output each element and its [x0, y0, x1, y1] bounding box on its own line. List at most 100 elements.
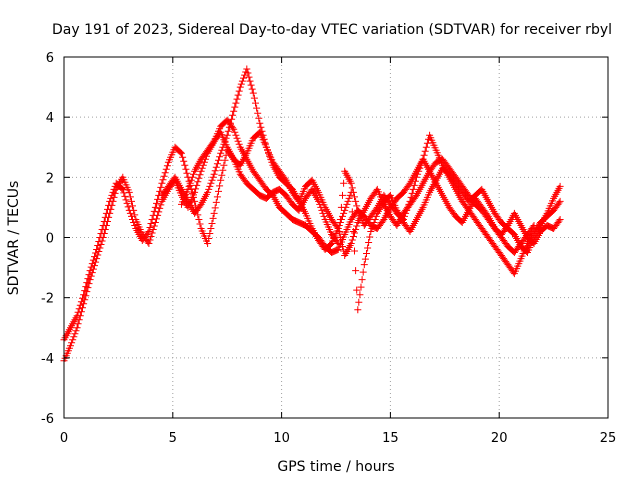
data-point: [500, 221, 503, 224]
y-tick-labels: -6 -4 -2 0 2 4 6: [41, 51, 54, 427]
data-point: [187, 176, 189, 179]
series-sat-d: [178, 128, 538, 259]
data-point: [520, 224, 522, 227]
data-point: [206, 242, 209, 245]
data-point: [232, 158, 235, 161]
data-point: [481, 209, 483, 212]
data-point: [350, 218, 353, 221]
data-point: [278, 170, 281, 173]
data-point: [161, 200, 163, 203]
data-point: [481, 188, 483, 191]
data-point: [441, 167, 444, 170]
data-point: [285, 194, 287, 197]
data-point: [167, 161, 170, 164]
data-point: [546, 212, 548, 215]
data-point: [461, 191, 464, 194]
y-axis-label: SDTVAR / TECUs: [6, 181, 22, 296]
data-point: [343, 254, 346, 257]
data-point: [363, 209, 366, 212]
data-point: [422, 206, 424, 209]
data-point: [200, 170, 202, 173]
data-point: [357, 221, 359, 224]
axis-ticks: [63, 56, 609, 419]
data-point: [108, 200, 111, 203]
data-point: [226, 134, 228, 136]
data-point: [304, 197, 307, 200]
data-point: [513, 212, 516, 215]
data-point: [552, 197, 555, 200]
data-point: [219, 152, 222, 155]
data-point: [507, 263, 509, 266]
data-point: [402, 191, 405, 194]
data-point: [219, 179, 222, 182]
series-sat-a: [60, 116, 564, 365]
series-markers: [60, 116, 564, 365]
data-point: [467, 209, 470, 212]
data-point: [448, 167, 451, 170]
data-point: [539, 224, 542, 227]
data-point: [500, 254, 503, 257]
data-point: [180, 203, 183, 206]
data-point: [494, 245, 496, 248]
data-point: [291, 218, 294, 221]
data-point: [298, 221, 300, 224]
data-point: [213, 173, 215, 176]
data-point: [454, 188, 457, 191]
data-point: [376, 212, 379, 215]
data-point: [141, 239, 144, 242]
data-point: [389, 194, 392, 197]
data-point: [500, 236, 503, 239]
data-point: [396, 209, 398, 212]
data-point: [441, 158, 444, 161]
y-tick-label: 6: [46, 51, 54, 66]
data-point: [200, 158, 202, 161]
data-point: [259, 131, 261, 133]
data-point: [435, 179, 437, 182]
data-point: [180, 152, 183, 155]
data-point: [383, 194, 385, 197]
data-point: [187, 200, 189, 203]
data-point: [278, 206, 281, 209]
data-point: [265, 146, 268, 149]
data-point: [520, 242, 522, 245]
data-point: [246, 68, 248, 70]
data-point: [409, 230, 411, 233]
data-point: [559, 185, 561, 188]
data-point: [193, 212, 196, 215]
y-tick-label: -6: [41, 412, 54, 427]
data-point: [174, 146, 176, 149]
data-point: [409, 203, 411, 206]
data-point: [507, 227, 509, 230]
data-point: [69, 327, 72, 329]
data-point: [467, 194, 470, 197]
data-point: [435, 161, 437, 164]
series-sat-b: [60, 143, 564, 344]
data-point: [461, 185, 464, 188]
data-point: [246, 152, 248, 155]
data-point: [135, 227, 137, 230]
data-point: [200, 203, 202, 206]
data-point: [513, 233, 516, 236]
data-point: [461, 200, 464, 203]
data-point: [383, 203, 385, 206]
data-point: [389, 203, 392, 206]
data-point: [213, 140, 215, 142]
data-point: [161, 182, 163, 185]
data-point: [402, 221, 405, 224]
data-point: [559, 200, 561, 203]
data-point: [337, 248, 340, 251]
data-point: [428, 191, 431, 194]
data-point: [324, 248, 326, 251]
data-point: [454, 215, 457, 218]
data-point: [552, 227, 555, 230]
data-point: [252, 188, 255, 191]
data-point: [193, 200, 196, 203]
data-point: [513, 272, 516, 275]
data-point: [513, 251, 516, 254]
data-point: [304, 185, 307, 188]
chart-title: Day 191 of 2023, Sidereal Day-to-day VTE…: [52, 22, 612, 38]
data-point: [246, 182, 248, 185]
data-point: [128, 209, 131, 212]
x-tick-labels: 0 5 10 15 20 25: [60, 431, 616, 446]
data-point: [559, 218, 561, 221]
